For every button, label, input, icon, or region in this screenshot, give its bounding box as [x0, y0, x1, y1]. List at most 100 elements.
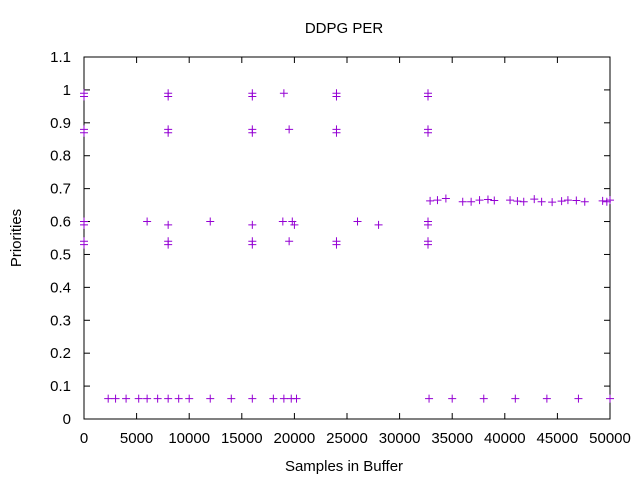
data-point: [134, 394, 143, 403]
y-tick-label: 1: [63, 82, 71, 99]
data-point: [279, 89, 288, 98]
x-tick-label: 45000: [537, 430, 579, 447]
data-point: [433, 196, 442, 205]
x-tick-label: 10000: [168, 430, 210, 447]
plot-frame: [83, 56, 611, 420]
y-tick-label: 0.7: [50, 181, 71, 198]
data-point: [483, 195, 492, 204]
data-point: [206, 217, 215, 226]
data-point: [606, 394, 614, 403]
data-point: [164, 394, 173, 403]
data-point: [164, 92, 173, 101]
data-point: [598, 196, 607, 205]
y-tick-label: 0.8: [50, 148, 71, 165]
data-point: [574, 394, 583, 403]
y-tick-label: 0.3: [50, 312, 71, 329]
data-point: [279, 394, 288, 403]
data-point: [278, 217, 287, 226]
data-point: [80, 240, 88, 249]
x-tick-label: 30000: [379, 430, 421, 447]
x-tick-label: 20000: [274, 430, 316, 447]
data-point: [426, 196, 435, 205]
data-point: [374, 220, 383, 229]
x-tick-label: 0: [80, 430, 88, 447]
data-point: [111, 394, 120, 403]
data-point: [424, 92, 433, 101]
data-point: [248, 128, 257, 137]
data-point: [425, 394, 434, 403]
data-points: [80, 89, 614, 403]
data-point: [164, 220, 173, 229]
data-point: [467, 197, 476, 206]
data-point: [292, 394, 301, 403]
data-point: [185, 394, 194, 403]
y-tick-label: 0.9: [50, 115, 71, 132]
data-point: [479, 394, 488, 403]
data-point: [143, 394, 152, 403]
x-tick-label: 25000: [326, 430, 368, 447]
y-tick-label: 0.2: [50, 345, 71, 362]
data-point: [80, 220, 88, 229]
data-point: [285, 125, 294, 134]
x-tick-label: 15000: [221, 430, 263, 447]
data-point: [248, 92, 257, 101]
data-point: [424, 128, 433, 137]
data-point: [506, 196, 515, 205]
data-point: [557, 197, 566, 206]
data-point: [269, 394, 278, 403]
x-tick-label: 35000: [431, 430, 473, 447]
y-tick-label: 0: [63, 411, 71, 428]
data-point: [513, 197, 522, 206]
data-point: [122, 394, 131, 403]
data-point: [548, 198, 557, 207]
data-point: [143, 217, 152, 226]
data-point: [448, 394, 457, 403]
data-point: [80, 92, 88, 101]
x-axis-ticks: 0 5000 10000 15000 20000 25000 30000 35000 40000…: [80, 57, 631, 447]
data-point: [164, 240, 173, 249]
data-point: [332, 240, 341, 249]
y-axis-ticks: 0 0.1 0.2 0.3 0.4 0.5 0.6 0.7 0.8 0.9 1 1.1: [50, 49, 610, 428]
data-point: [563, 196, 572, 205]
data-point: [424, 220, 433, 229]
data-point: [80, 128, 88, 137]
data-point: [332, 128, 341, 137]
data-point: [174, 394, 183, 403]
data-point: [153, 394, 162, 403]
data-point: [104, 394, 113, 403]
data-point: [519, 197, 528, 206]
y-tick-label: 0.4: [50, 279, 71, 296]
data-point: [285, 237, 294, 246]
data-point: [572, 196, 581, 205]
data-point: [511, 394, 520, 403]
y-tick-label: 1.1: [50, 49, 71, 66]
data-point: [424, 240, 433, 249]
data-point: [537, 197, 546, 206]
data-point: [206, 394, 215, 403]
y-tick-label: 0.6: [50, 214, 71, 231]
data-point: [164, 128, 173, 137]
y-tick-label: 0.5: [50, 246, 71, 263]
x-axis-label: Samples in Buffer: [285, 458, 403, 475]
data-point: [288, 217, 297, 226]
data-point: [248, 220, 257, 229]
x-tick-label: 5000: [120, 430, 153, 447]
data-point: [606, 196, 614, 205]
x-tick-label: 40000: [484, 430, 526, 447]
data-point: [353, 217, 362, 226]
data-point: [290, 220, 299, 229]
y-tick-label: 0.1: [50, 378, 71, 395]
data-point: [248, 240, 257, 249]
data-point: [441, 194, 450, 203]
data-point: [530, 195, 539, 204]
data-point: [458, 197, 467, 206]
data-point: [580, 197, 589, 206]
data-point: [332, 92, 341, 101]
chart-title: DDPG PER: [305, 20, 384, 37]
data-point: [542, 394, 551, 403]
data-point: [490, 196, 499, 205]
data-point: [227, 394, 236, 403]
data-point: [248, 394, 257, 403]
data-point: [475, 196, 484, 205]
